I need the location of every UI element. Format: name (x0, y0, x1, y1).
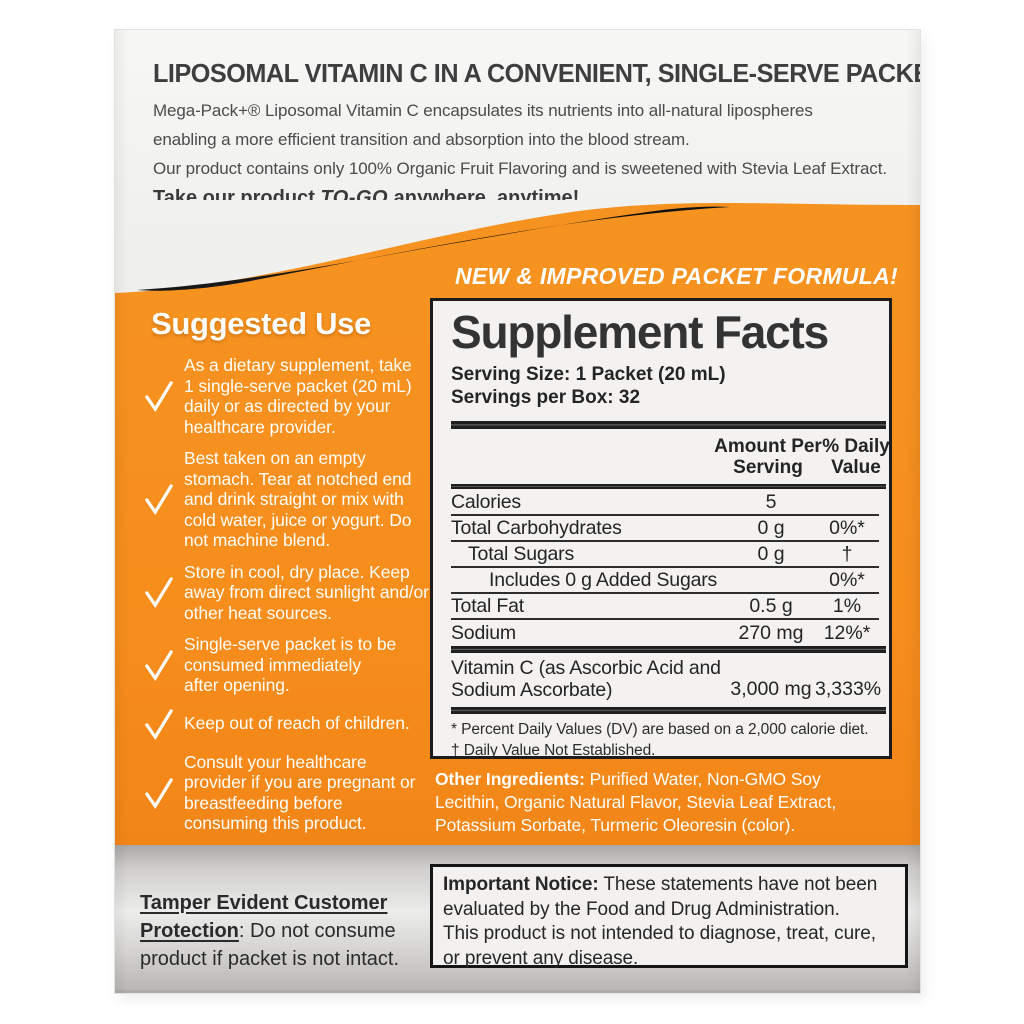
divider-bar (451, 421, 886, 429)
product-description: Mega-Pack+® Liposomal Vitamin C encapsul… (153, 101, 887, 178)
footnote-dagger: † Daily Value Not Established. (451, 742, 656, 759)
divider-bar (451, 707, 886, 714)
table-row: Total Carbohydrates 0 g 0%* (451, 516, 879, 542)
list-item-text: Consult your healthcare provider if you … (184, 751, 416, 834)
important-notice-box: Important Notice: These statements have … (430, 864, 908, 969)
nutrient-daily-value: 12%* (823, 621, 871, 644)
nutrient-name: Total Carbohydrates (451, 516, 622, 539)
list-item: As a dietary supplement, take 1 single-s… (143, 355, 443, 437)
important-notice-label: Important Notice: (443, 874, 599, 895)
list-item-text: Keep out of reach of children. (184, 713, 410, 734)
tamper-evident-heading: Tamper Evident Customer Protection (140, 892, 388, 942)
nutrient-name: Includes 0 g Added Sugars (489, 568, 718, 591)
list-item: Keep out of reach of children. (143, 707, 443, 741)
nutrient-name: Calories (451, 490, 521, 513)
nutrient-name: Vitamin C (as Ascorbic Acid and Sodium A… (451, 657, 721, 701)
footnote-daily-values: * Percent Daily Values (DV) are based on… (451, 721, 869, 738)
table-row: Sodium 270 mg 12%* (451, 620, 879, 646)
column-header-daily-value: % Daily Value (822, 436, 890, 478)
suggested-use-column: Suggested Use As a dietary supplement, t… (143, 306, 443, 845)
list-item: Consult your healthcare provider if you … (143, 752, 443, 834)
column-header-amount: Amount Per Serving (714, 436, 822, 478)
table-row: Total Sugars 0 g † (451, 542, 879, 568)
list-item-text: Store in cool, dry place. Keep away from… (184, 561, 429, 623)
orange-swoosh-band: NEW & IMPROVED PACKET FORMULA! (115, 200, 920, 300)
checkmark-icon (143, 648, 175, 682)
serving-size: Serving Size: 1 Packet (20 mL) (451, 364, 726, 385)
nutrient-daily-value: 1% (832, 594, 862, 617)
checkmark-icon (143, 707, 175, 741)
product-box-back-panel: LIPOSOMAL VITAMIN C IN A CONVENIENT, SIN… (115, 30, 920, 993)
swoosh-orange-curve (115, 203, 920, 300)
tamper-evident-text: : Do not consume product if packet is no… (140, 920, 400, 970)
table-row: Total Fat 0.5 g 1% (451, 594, 879, 620)
list-item: Store in cool, dry place. Keep away from… (143, 562, 443, 624)
new-formula-banner: NEW & IMPROVED PACKET FORMULA! (454, 263, 898, 289)
checkmark-icon (143, 379, 175, 413)
silver-footer-section: Tamper Evident Customer Protection: Do n… (115, 845, 920, 993)
list-item-text: Best taken on an empty stomach. Tear at … (184, 448, 412, 550)
other-ingredients: Other Ingredients: Purified Water, Non-G… (435, 768, 875, 837)
divider-bar (451, 646, 886, 653)
product-headline: LIPOSOMAL VITAMIN C IN A CONVENIENT, SIN… (153, 58, 920, 88)
nutrient-amount: 0 g (757, 542, 785, 565)
checkmark-icon (143, 482, 175, 516)
suggested-use-title: Suggested Use (151, 306, 372, 341)
orange-main-section: Suggested Use As a dietary supplement, t… (115, 298, 920, 845)
nutrient-daily-value: 0%* (829, 568, 865, 591)
list-item: Best taken on an empty stomach. Tear at … (143, 448, 443, 551)
checkmark-icon (143, 575, 175, 609)
nutrient-amount: 270 mg (738, 621, 804, 644)
nutrient-amount: 0.5 g (749, 594, 793, 617)
list-item-text: Single-serve packet is to be consumed im… (184, 634, 397, 695)
servings-per-box: Servings per Box: 32 (451, 387, 641, 408)
suggested-use-list: As a dietary supplement, take 1 single-s… (143, 355, 443, 834)
nutrient-amount: 5 (765, 490, 777, 513)
nutrient-name: Total Sugars (468, 542, 574, 565)
swoosh-curve-graphic (115, 203, 920, 300)
tamper-evident-note: Tamper Evident Customer Protection: Do n… (140, 889, 430, 973)
other-ingredients-label: Other Ingredients: (435, 769, 585, 789)
nutrient-daily-value: 0%* (829, 516, 865, 539)
nutrient-daily-value: † (841, 542, 853, 565)
nutrient-daily-value: 3,333% (815, 678, 882, 700)
list-item-text: As a dietary supplement, take 1 single-s… (184, 355, 412, 437)
nutrient-name: Sodium (451, 621, 516, 644)
table-row: Calories 5 (451, 490, 879, 516)
nutrient-table: Calories 5 Total Carbohydrates 0 g 0%* T… (451, 490, 879, 646)
supplement-facts-title: Supplement Facts (451, 306, 829, 358)
checkmark-icon (143, 776, 175, 810)
other-ingredients-text: Purified Water, Non-GMO Soy Lecithin, Or… (435, 769, 837, 835)
nutrient-name: Total Fat (451, 594, 524, 617)
table-row: Includes 0 g Added Sugars 0%* (451, 568, 879, 594)
table-row-vitamin-c: Vitamin C (as Ascorbic Acid and Sodium A… (451, 653, 882, 707)
nutrient-amount: 3,000 mg (730, 678, 812, 700)
facts-column-headers: Amount Per Serving % Daily Value (451, 434, 890, 480)
nutrient-amount: 0 g (757, 516, 785, 539)
top-info-section: LIPOSOMAL VITAMIN C IN A CONVENIENT, SIN… (115, 30, 920, 209)
supplement-facts-panel: Supplement Facts Serving Size: 1 Packet … (430, 298, 892, 759)
divider-bar (451, 484, 886, 489)
list-item: Single-serve packet is to be consumed im… (143, 634, 443, 696)
important-notice-text: These statements have not been evaluated… (443, 874, 878, 969)
